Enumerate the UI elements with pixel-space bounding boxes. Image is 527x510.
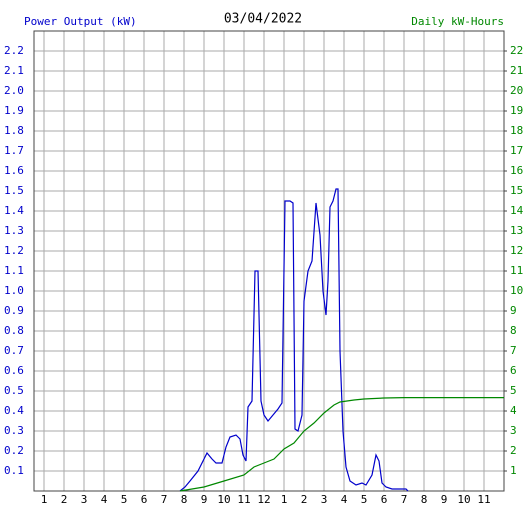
y2-tick-label: 20 — [510, 84, 523, 97]
x-tick-label: 4 — [101, 493, 108, 506]
x-tick-label: 11 — [237, 493, 250, 506]
x-tick-label: 9 — [201, 493, 208, 506]
chart-title: 03/04/2022 — [224, 12, 302, 27]
y-tick-label: 1.2 — [4, 244, 24, 257]
y-tick-label: 1.4 — [4, 204, 24, 217]
y-tick-label: 1.7 — [4, 144, 24, 157]
y2-tick-label: 11 — [510, 264, 523, 277]
x-tick-label: 7 — [161, 493, 168, 506]
x-tick-label: 7 — [401, 493, 408, 506]
y-tick-label: 0.9 — [4, 304, 24, 317]
y2-tick-label: 1 — [510, 464, 517, 477]
x-tick-label: 8 — [421, 493, 428, 506]
y2-tick-label: 21 — [510, 64, 523, 77]
y2-tick-label: 7 — [510, 344, 517, 357]
x-tick-label: 2 — [61, 493, 68, 506]
y-tick-label: 0.3 — [4, 424, 24, 437]
y2-axis-label: Daily kW-Hours — [411, 15, 504, 28]
y2-tick-label: 14 — [510, 204, 524, 217]
y2-tick-label: 16 — [510, 164, 523, 177]
series-line — [179, 188, 409, 492]
x-tick-label: 3 — [321, 493, 328, 506]
x-tick-label: 5 — [121, 493, 128, 506]
y-tick-label: 0.4 — [4, 404, 24, 417]
y2-tick-label: 12 — [510, 244, 523, 257]
y2-tick-label: 8 — [510, 324, 517, 337]
x-tick-label: 8 — [181, 493, 188, 506]
x-tick-label: 6 — [141, 493, 148, 506]
y2-tick-label: 6 — [510, 364, 517, 377]
y-tick-label: 1.5 — [4, 184, 24, 197]
y-tick-label: 1.0 — [4, 284, 24, 297]
x-tick-label: 1 — [281, 493, 288, 506]
y-tick-label: 2.0 — [4, 84, 24, 97]
y2-tick-label: 15 — [510, 184, 523, 197]
y-tick-label: 1.1 — [4, 264, 24, 277]
x-tick-label: 4 — [341, 493, 348, 506]
y-tick-label: 0.5 — [4, 384, 24, 397]
x-tick-label: 10 — [217, 493, 230, 506]
y-tick-label: 0.1 — [4, 464, 24, 477]
x-tick-label: 5 — [361, 493, 368, 506]
x-tick-label: 12 — [257, 493, 270, 506]
x-tick-label: 1 — [41, 493, 48, 506]
y-tick-label: 0.2 — [4, 444, 24, 457]
series-line — [179, 397, 504, 492]
y-axis-label: Power Output (kW) — [24, 15, 137, 28]
y2-tick-label: 9 — [510, 304, 517, 317]
x-tick-label: 11 — [477, 493, 490, 506]
y-tick-label: 0.6 — [4, 364, 24, 377]
y-tick-label: 1.8 — [4, 124, 24, 137]
x-tick-label: 6 — [381, 493, 388, 506]
y2-tick-label: 10 — [510, 284, 523, 297]
x-tick-label: 2 — [301, 493, 308, 506]
y2-tick-label: 3 — [510, 424, 517, 437]
x-tick-label: 9 — [441, 493, 448, 506]
y-tick-label: 2.1 — [4, 64, 24, 77]
y2-tick-label: 19 — [510, 104, 523, 117]
y-tick-label: 0.8 — [4, 324, 24, 337]
plot-border — [33, 30, 505, 492]
y-tick-label: 0.7 — [4, 344, 24, 357]
x-tick-label: 3 — [81, 493, 88, 506]
x-tick-label: 10 — [457, 493, 470, 506]
y-tick-label: 1.6 — [4, 164, 24, 177]
y2-tick-label: 22 — [510, 44, 523, 57]
y2-tick-label: 2 — [510, 444, 517, 457]
y2-tick-label: 13 — [510, 224, 523, 237]
y-tick-label: 1.9 — [4, 104, 24, 117]
y2-tick-label: 5 — [510, 384, 517, 397]
y2-tick-label: 4 — [510, 404, 517, 417]
y2-tick-label: 18 — [510, 124, 523, 137]
y-tick-label: 1.3 — [4, 224, 24, 237]
y-tick-label: 2.2 — [4, 44, 24, 57]
y2-tick-label: 17 — [510, 144, 523, 157]
